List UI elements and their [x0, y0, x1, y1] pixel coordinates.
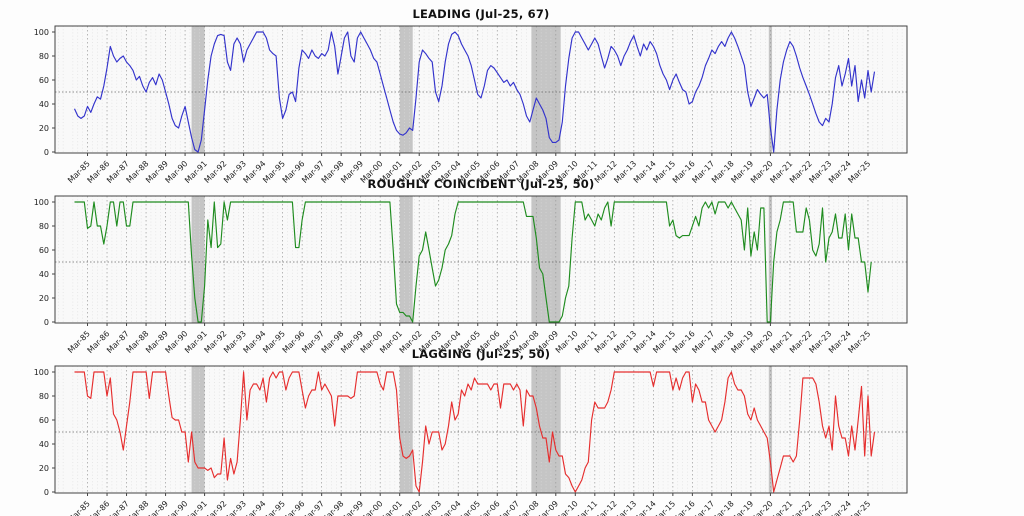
y-tick-label: 60: [39, 416, 49, 425]
x-tick-label: Mar-85: [66, 499, 92, 516]
plot-area-lagging: [55, 366, 907, 493]
plot-area-coincident: [55, 196, 907, 323]
y-tick-label: 80: [39, 222, 49, 231]
y-tick-label: 80: [39, 52, 49, 61]
plot-frame-leading: [54, 25, 908, 154]
y-tick-label: 20: [39, 294, 49, 303]
recession-band: [531, 26, 561, 153]
chart-title-coincident: ROUGHLY COINCIDENT (Jul-25, 50): [367, 177, 595, 191]
y-tick-label: 0: [44, 318, 49, 327]
y-tick-label: 60: [39, 76, 49, 85]
chart-title-leading: LEADING (Jul-25, 67): [412, 7, 550, 21]
y-tick-label: 80: [39, 392, 49, 401]
y-tick-label: 60: [39, 246, 49, 255]
y-tick-label: 0: [44, 488, 49, 497]
y-tick-label: 100: [34, 368, 49, 377]
recession-band: [768, 196, 773, 323]
recession-band: [191, 26, 205, 153]
recession-band: [399, 366, 413, 493]
recession-band: [191, 366, 205, 493]
series-line-coincident: [74, 201, 872, 323]
series-line-leading: [73, 31, 876, 153]
y-tick-label: 40: [39, 100, 49, 109]
y-tick-label: 20: [39, 464, 49, 473]
y-tick-label: 40: [39, 440, 49, 449]
plot-frame-lagging: [54, 365, 908, 494]
y-tick-label: 0: [44, 148, 49, 157]
y-tick-label: 20: [39, 124, 49, 133]
y-tick-label: 100: [34, 28, 49, 37]
series-line-lagging: [74, 371, 876, 493]
chart-title-lagging: LAGGING (Jul-25, 50): [411, 347, 551, 361]
y-tick-label: 40: [39, 270, 49, 279]
recession-band: [531, 196, 561, 323]
y-tick-label: 100: [34, 198, 49, 207]
recession-band: [768, 26, 773, 153]
recession-band: [399, 26, 413, 153]
recession-band: [399, 196, 413, 323]
plot-frame-coincident: [54, 195, 908, 324]
recession-band: [531, 366, 561, 493]
recession-band: [768, 366, 773, 493]
